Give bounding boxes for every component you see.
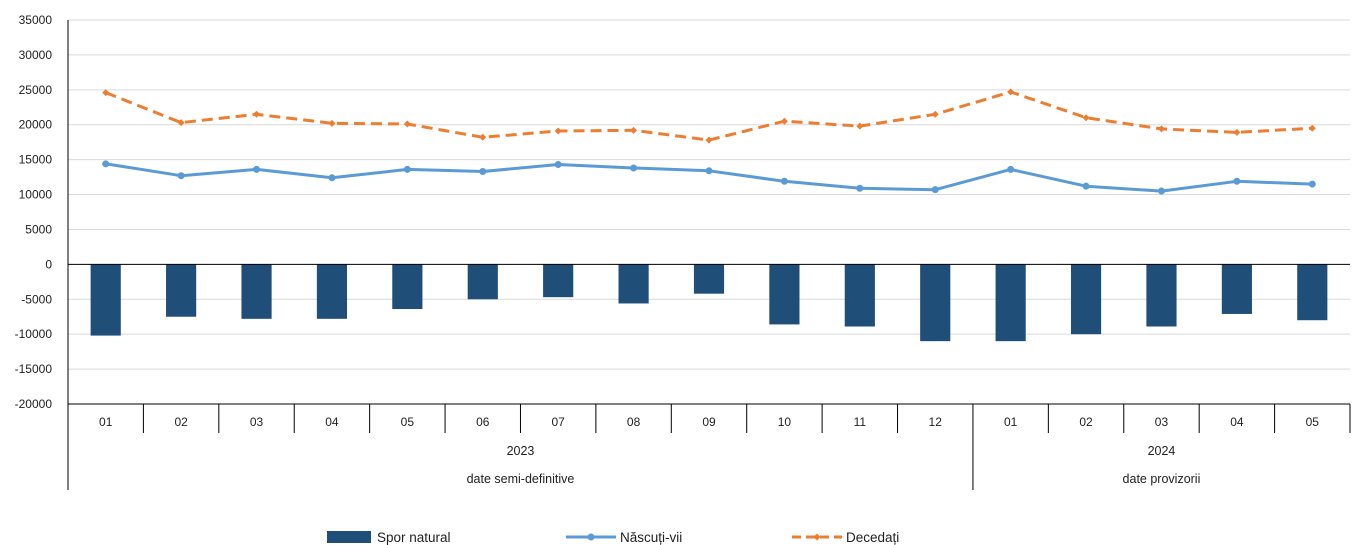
point-decedati [1157, 125, 1165, 133]
y-axis: 35000 30000 25000 20000 15000 10000 5000 0 -5000… [15, 13, 69, 490]
point-decedati [177, 119, 185, 127]
y-tick-label: 25000 [19, 83, 53, 97]
bar [392, 264, 423, 310]
y-tick-label: 20000 [19, 118, 53, 132]
x-tick-label: 03 [1155, 415, 1169, 429]
x-tick-label: 07 [551, 415, 565, 429]
point-nascuti-vii [1082, 182, 1090, 190]
bar [1297, 264, 1328, 321]
point-nascuti-vii [1157, 187, 1165, 195]
point-nascuti-vii [630, 164, 638, 172]
point-decedati [554, 127, 562, 135]
legend-label-spor-natural: Spor natural [377, 530, 451, 545]
group-year-label: 2023 [507, 444, 535, 458]
x-tick-label: 04 [325, 415, 339, 429]
bar [467, 264, 498, 300]
point-decedati [403, 120, 411, 128]
y-tick-label: -5000 [21, 292, 52, 306]
point-decedati [1308, 124, 1316, 132]
point-nascuti-vii [780, 177, 788, 185]
x-tick-label: 04 [1230, 415, 1244, 429]
bar [995, 264, 1026, 342]
point-decedati [479, 133, 487, 141]
bar [90, 264, 121, 336]
point-decedati [253, 110, 261, 118]
point-nascuti-vii [1007, 165, 1015, 173]
point-nascuti-vii [479, 168, 487, 176]
point-decedati [705, 136, 713, 144]
x-tick-label: 02 [1079, 415, 1093, 429]
legend-marker-decedati [813, 533, 821, 541]
bar-series-spor-natural [90, 264, 1328, 342]
point-nascuti-vii [102, 160, 110, 168]
group-label: date semi-definitive [467, 472, 575, 486]
point-nascuti-vii [856, 184, 864, 192]
point-nascuti-vii [1308, 180, 1316, 188]
x-tick-label: 11 [854, 415, 867, 429]
point-nascuti-vii [705, 167, 713, 175]
y-tick-label: 5000 [25, 222, 52, 236]
x-tick-label: 05 [1306, 415, 1320, 429]
bar [618, 264, 649, 304]
x-tick-label: 05 [401, 415, 415, 429]
bar [241, 264, 272, 319]
bar [693, 264, 725, 294]
gridlines [68, 19, 1350, 405]
legend-marker-nascuti-vii [587, 533, 595, 541]
bar [1146, 264, 1177, 327]
x-tick-label: 08 [627, 415, 641, 429]
x-tick-label: 03 [250, 415, 264, 429]
point-decedati [102, 89, 110, 97]
group-year-label: 2024 [1148, 444, 1176, 458]
point-decedati [931, 110, 939, 118]
x-axis: 01 02 03 04 05 06 07 08 09 10 11 12 01 02 03 04 05 2023 da… [67, 263, 1351, 490]
point-decedati [328, 119, 336, 127]
point-nascuti-vii [1233, 177, 1241, 185]
x-tick-label: 02 [174, 415, 188, 429]
point-decedati [780, 117, 788, 125]
bar [1070, 264, 1102, 335]
y-tick-label: -20000 [15, 397, 53, 411]
x-tick-label: 01 [1004, 415, 1018, 429]
x-tick-label: 10 [778, 415, 792, 429]
bar [1221, 264, 1252, 314]
point-nascuti-vii [931, 186, 939, 194]
x-tick-label: 01 [99, 415, 113, 429]
y-tick-label: -10000 [15, 327, 53, 341]
point-decedati [1233, 128, 1241, 136]
x-tick-label: 12 [929, 415, 943, 429]
group-label: date provizorii [1123, 472, 1201, 486]
bar [543, 264, 574, 298]
y-tick-label: -15000 [15, 362, 53, 376]
y-tick-label: 35000 [19, 13, 53, 27]
bar [316, 264, 348, 319]
bar [769, 264, 800, 325]
y-tick-label: 10000 [19, 188, 53, 202]
y-tick-label: 15000 [19, 153, 53, 167]
point-decedati [630, 126, 638, 134]
point-nascuti-vii [328, 174, 336, 182]
x-tick-label: 09 [702, 415, 716, 429]
legend-swatch-spor-natural [327, 531, 371, 543]
point-decedati [1007, 88, 1015, 96]
point-nascuti-vii [403, 165, 411, 173]
line-series [102, 88, 1316, 195]
line-decedati [105, 90, 1313, 142]
point-nascuti-vii [177, 172, 185, 180]
point-decedati [1082, 114, 1090, 122]
bar [920, 264, 951, 342]
point-decedati [856, 122, 864, 130]
point-nascuti-vii [253, 165, 261, 173]
bar [844, 264, 875, 327]
bar [166, 264, 197, 317]
legend: Spor natural Născuți-vii Decedați [327, 530, 899, 545]
point-nascuti-vii [554, 161, 562, 169]
legend-label-decedati: Decedați [846, 530, 899, 545]
x-tick-label: 06 [476, 415, 490, 429]
y-tick-label: 0 [45, 257, 52, 271]
y-tick-label: 30000 [19, 48, 53, 62]
legend-label-nascuti-vii: Născuți-vii [620, 530, 682, 545]
